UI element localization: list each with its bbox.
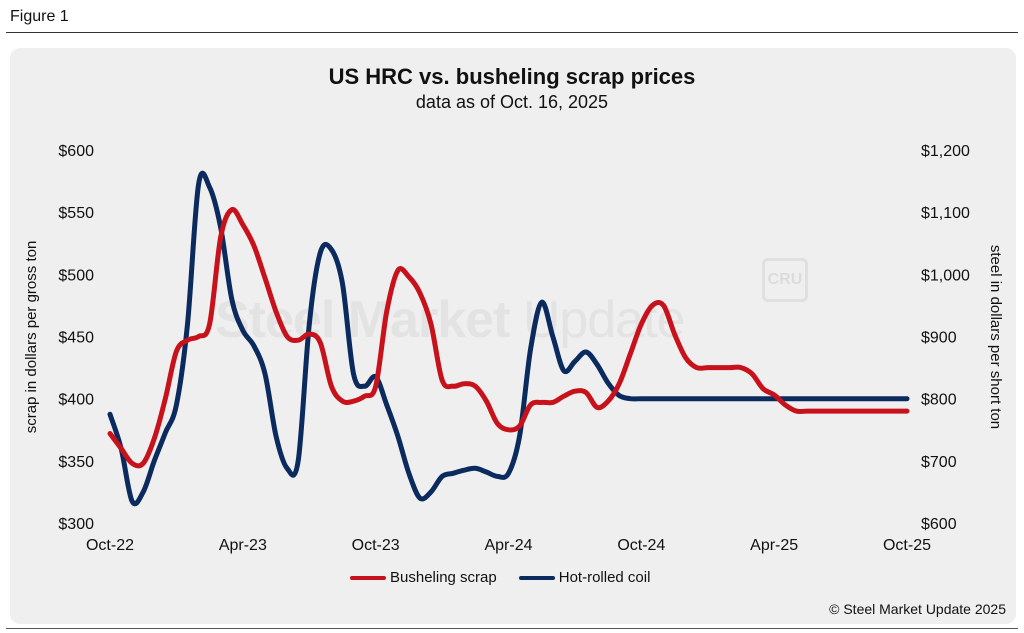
y-right-tick-label: $1,200 — [921, 143, 970, 160]
bottom-rule — [6, 628, 1018, 629]
y-left-tick-label: $550 — [58, 205, 94, 222]
y-left-tick-label: $400 — [58, 392, 94, 409]
legend-swatch-hrc — [518, 575, 555, 580]
copyright: © Steel Market Update 2025 — [829, 601, 1006, 617]
chart-panel — [10, 48, 1016, 624]
y-left-tick-label: $450 — [58, 330, 94, 347]
x-tick-label: Apr-25 — [750, 537, 798, 554]
right-axis-ticks: $600 $700 $800 $900 $1,000 $1,100 $1,200 — [921, 143, 970, 533]
y-left-tick-label: $300 — [58, 516, 94, 533]
top-rule — [6, 32, 1018, 33]
watermark-bold: Steel Market — [215, 291, 510, 349]
figure-label: Figure 1 — [10, 8, 69, 25]
scrap-series-line — [107, 206, 910, 469]
y-right-tick-label: $1,100 — [921, 205, 970, 222]
x-tick-label: Oct-24 — [617, 537, 665, 554]
legend-item-busheling: Busheling scrap — [350, 569, 497, 586]
legend: Busheling scrap Hot-rolled coil — [350, 569, 672, 586]
left-axis-ticks: $300 $350 $400 $450 $500 $550 $600 — [58, 143, 94, 533]
cru-badge: CRU — [762, 258, 808, 302]
x-tick-label: Oct-25 — [883, 537, 931, 554]
y-right-tick-label: $1,000 — [921, 267, 970, 284]
x-tick-label: Oct-22 — [86, 537, 134, 554]
hrc-series-line — [107, 170, 910, 507]
y-right-tick-label: $800 — [921, 392, 957, 409]
chart-subtitle: data as of Oct. 16, 2025 — [415, 92, 609, 112]
y-axis-left-title: scrap in dollars per gross ton — [23, 241, 40, 434]
legend-swatch-busheling — [350, 575, 386, 580]
y-right-tick-label: $600 — [921, 516, 957, 533]
y-left-tick-label: $500 — [58, 267, 94, 284]
x-axis-ticks: Oct-22 Apr-23 Oct-23 Apr-24 Oct-24 Apr-25 Oct-… — [86, 537, 931, 554]
x-tick-label: Apr-23 — [219, 537, 267, 554]
y-left-tick-label: $350 — [58, 454, 94, 471]
chart-title: US HRC vs. busheling scrap prices — [328, 64, 696, 89]
series-lines — [107, 170, 910, 507]
y-right-tick-label: $700 — [921, 454, 957, 471]
y-axis-right-title: steel in dollars per short ton — [987, 245, 1004, 429]
legend-item-hrc: Hot-rolled coil — [518, 569, 651, 586]
y-left-tick-label: $600 — [58, 143, 94, 160]
y-right-tick-label: $900 — [921, 330, 957, 347]
legend-label-hrc: Hot-rolled coil — [558, 569, 651, 586]
legend-label-busheling: Busheling scrap — [390, 569, 497, 586]
x-tick-label: Apr-24 — [484, 537, 532, 554]
x-tick-label: Oct-23 — [352, 537, 400, 554]
